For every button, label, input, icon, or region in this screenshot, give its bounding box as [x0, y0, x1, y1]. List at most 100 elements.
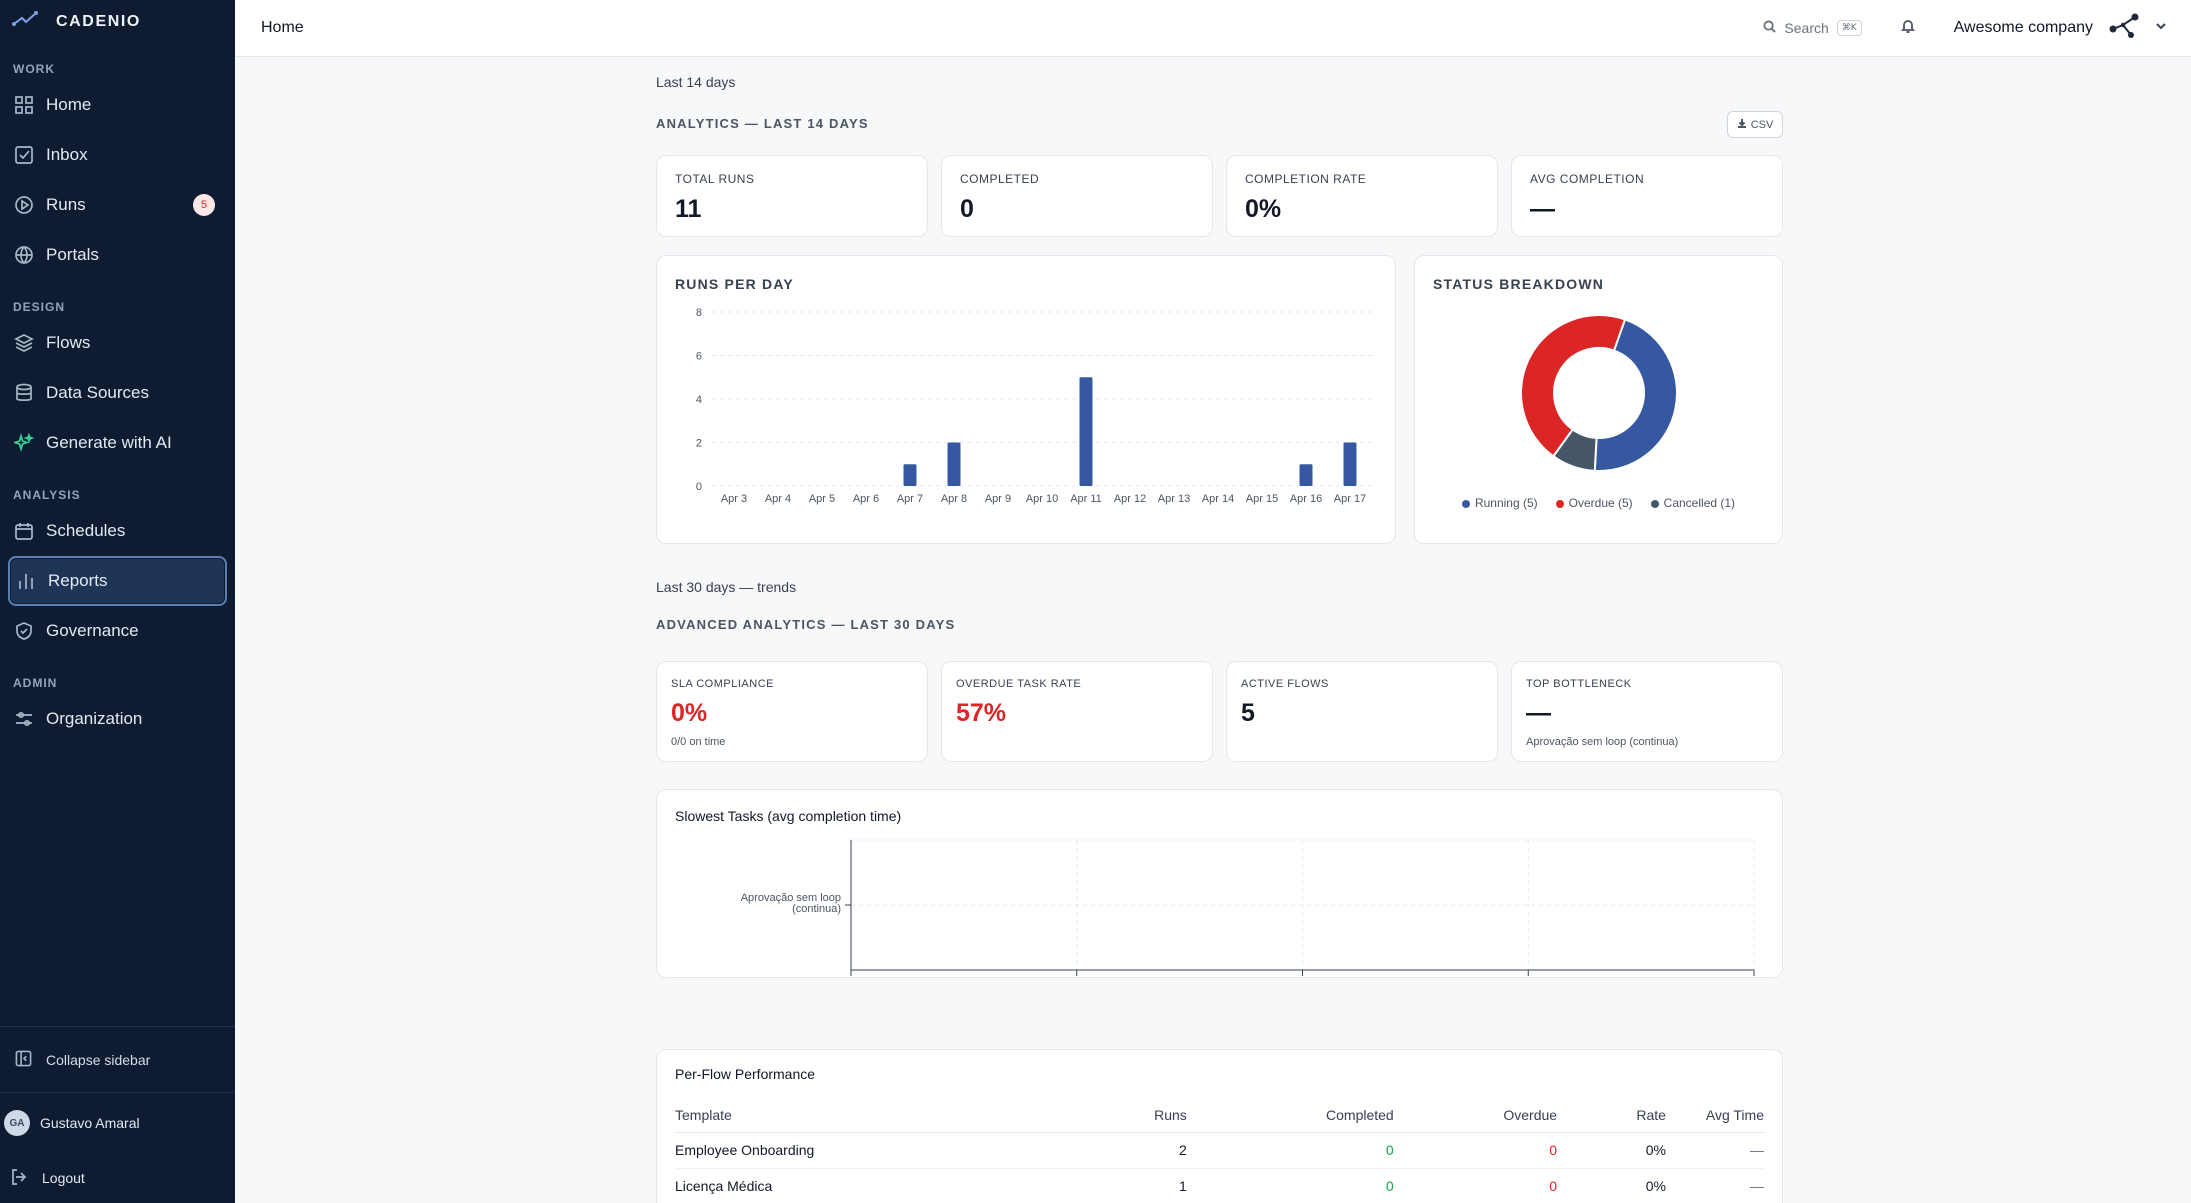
kpi-label: COMPLETION RATE: [1245, 172, 1367, 186]
table-row[interactable]: Licença Médica 1 0 0 0% —: [675, 1168, 1764, 1203]
kpi-value: 0%: [1245, 195, 1282, 223]
search-icon: [1763, 20, 1777, 36]
sidebar-item-schedules[interactable]: Schedules: [8, 506, 227, 556]
x-tick-label: Apr 8: [941, 493, 967, 505]
slowest-tasks-title: Slowest Tasks (avg completion time): [675, 808, 902, 824]
sidebar-item-data-sources[interactable]: Data Sources: [8, 368, 227, 418]
x-tick-label: Apr 3: [721, 493, 747, 505]
status-legend: Running (5) Overdue (5) Cancelled (1): [1415, 496, 1782, 510]
user-name: Gustavo Amaral: [40, 1115, 140, 1131]
slowest-tasks-chart: 01234Aprovação sem loop(continua): [741, 839, 1755, 976]
csv-export-button[interactable]: CSV: [1727, 111, 1783, 138]
sidebar-item-label: Portals: [46, 245, 99, 264]
kpi-card-completion-rate: COMPLETION RATE 0%: [1226, 155, 1498, 237]
kpi-value: 0%: [671, 699, 708, 727]
kpi-card-active-flows: ACTIVE FLOWS 5: [1226, 661, 1498, 762]
database-icon: [14, 383, 34, 403]
bar: [903, 464, 917, 486]
legend-item-cancelled: Cancelled (1): [1650, 496, 1735, 510]
analytics-title: ANALYTICS — LAST 14 DAYS: [656, 116, 869, 131]
company-name[interactable]: Awesome company: [1953, 19, 2093, 36]
search-label: Search: [1784, 20, 1829, 36]
calendar-icon: [14, 521, 34, 541]
layers-icon: [14, 333, 34, 353]
column-header-runs[interactable]: Runs: [1001, 1098, 1187, 1133]
sidebar-item-generate-ai[interactable]: Generate with AI: [8, 418, 227, 468]
per-flow-title: Per-Flow Performance: [675, 1066, 816, 1082]
kpi-value: 11: [675, 195, 702, 223]
status-breakdown-card: STATUS BREAKDOWN Running (5) Overdue (5)…: [1414, 255, 1783, 544]
kpi-card-total-runs: TOTAL RUNS 11: [656, 155, 928, 237]
runs-per-day-chart: 0 2 4 6 8 Apr 3 Apr 4 Apr 5 Apr 6 Apr 7 Apr 8 Apr 9…: [696, 307, 1372, 505]
logout-button[interactable]: Logout: [0, 1153, 235, 1203]
kpi-value: 57%: [956, 699, 1007, 727]
runs-count-badge: 5: [193, 194, 215, 216]
kpi-card-completed: COMPLETED 0: [941, 155, 1213, 237]
sidebar-item-label: Generate with AI: [46, 433, 172, 452]
cell-overdue: 0: [1393, 1168, 1558, 1203]
per-flow-performance-card: Per-Flow Performance Template Runs Compl…: [656, 1049, 1783, 1203]
sidebar-item-label: Organization: [46, 709, 143, 728]
kpi-value: 0: [960, 195, 974, 223]
cell-template: Employee Onboarding: [675, 1132, 1002, 1169]
cell-avg-time: —: [1665, 1132, 1764, 1169]
bell-icon[interactable]: [1876, 18, 1940, 39]
sidebar-item-label: Home: [46, 95, 92, 114]
y-tick-label: (continua): [792, 903, 841, 915]
sidebar-item-inbox[interactable]: Inbox: [8, 130, 227, 180]
search-button[interactable]: Search ⌘K: [1763, 20, 1862, 36]
user-profile[interactable]: GA Gustavo Amaral: [0, 1093, 235, 1153]
column-header-avg-time[interactable]: Avg Time: [1665, 1098, 1764, 1133]
nav-section-work: WORK: [13, 62, 55, 76]
cell-overdue: 0: [1393, 1132, 1558, 1169]
column-header-completed[interactable]: Completed: [1186, 1098, 1394, 1133]
x-tick-label: Apr 9: [985, 493, 1011, 505]
x-tick-label: Apr 6: [853, 493, 879, 505]
logout-label: Logout: [42, 1170, 85, 1186]
sidebar-item-reports[interactable]: Reports: [8, 556, 227, 606]
sidebar-item-governance[interactable]: Governance: [8, 606, 227, 656]
sidebar-item-label: Flows: [46, 333, 91, 352]
x-tick-label: Apr 14: [1202, 493, 1234, 505]
kpi-card-top-bottleneck: TOP BOTTLENECK — Aprovação sem loop (con…: [1511, 661, 1783, 762]
bar-chart-icon: [16, 571, 36, 591]
sidebar-item-portals[interactable]: Portals: [8, 230, 227, 280]
y-tick-label: 2: [696, 438, 702, 450]
sidebar-item-label: Reports: [48, 571, 108, 590]
kpi-value: 5: [1241, 699, 1255, 727]
sidebar-item-organization[interactable]: Organization: [8, 694, 227, 744]
kpi-label: OVERDUE TASK RATE: [956, 678, 1082, 690]
bar: [1343, 442, 1357, 486]
cell-completed: 0: [1186, 1132, 1394, 1169]
kpi-subtext: Aprovação sem loop (continua): [1526, 736, 1679, 748]
column-header-template[interactable]: Template: [675, 1098, 1002, 1133]
column-header-rate[interactable]: Rate: [1557, 1098, 1666, 1133]
x-tick-label: Apr 4: [765, 493, 791, 505]
brand[interactable]: CADENIO: [0, 0, 235, 44]
collapse-sidebar-button[interactable]: Collapse sidebar: [0, 1027, 235, 1093]
column-header-overdue[interactable]: Overdue: [1393, 1098, 1558, 1133]
y-tick-label: 8: [696, 307, 702, 319]
advanced-analytics-title: ADVANCED ANALYTICS — LAST 30 DAYS: [656, 617, 956, 632]
page-title: Home: [261, 19, 304, 36]
table-row[interactable]: Employee Onboarding 2 0 0 0% —: [675, 1132, 1764, 1169]
runs-chart-title: RUNS PER DAY: [675, 276, 794, 292]
logout-icon: [10, 1168, 28, 1189]
brand-name: CADENIO: [56, 13, 141, 30]
kpi-label: ACTIVE FLOWS: [1241, 678, 1329, 690]
kpi-label: TOP BOTTLENECK: [1526, 678, 1632, 690]
nav-section-admin: ADMIN: [13, 676, 58, 690]
sidebar-item-flows[interactable]: Flows: [8, 318, 227, 368]
sidebar-toggle-icon: [15, 1050, 32, 1070]
csv-label: CSV: [1750, 118, 1774, 131]
x-tick-label: Apr 15: [1246, 493, 1278, 505]
x-tick-label: Apr 12: [1114, 493, 1146, 505]
cell-runs: 2: [1001, 1132, 1187, 1169]
sidebar-item-runs[interactable]: Runs 5: [8, 180, 227, 230]
sidebar-item-label: Data Sources: [46, 383, 149, 402]
x-tick-label: Apr 16: [1290, 493, 1322, 505]
sidebar-item-home[interactable]: Home: [8, 80, 227, 130]
chevron-down-icon[interactable]: [2155, 19, 2167, 37]
search-shortcut: ⌘K: [1836, 20, 1862, 36]
x-tick-label: Apr 5: [809, 493, 835, 505]
